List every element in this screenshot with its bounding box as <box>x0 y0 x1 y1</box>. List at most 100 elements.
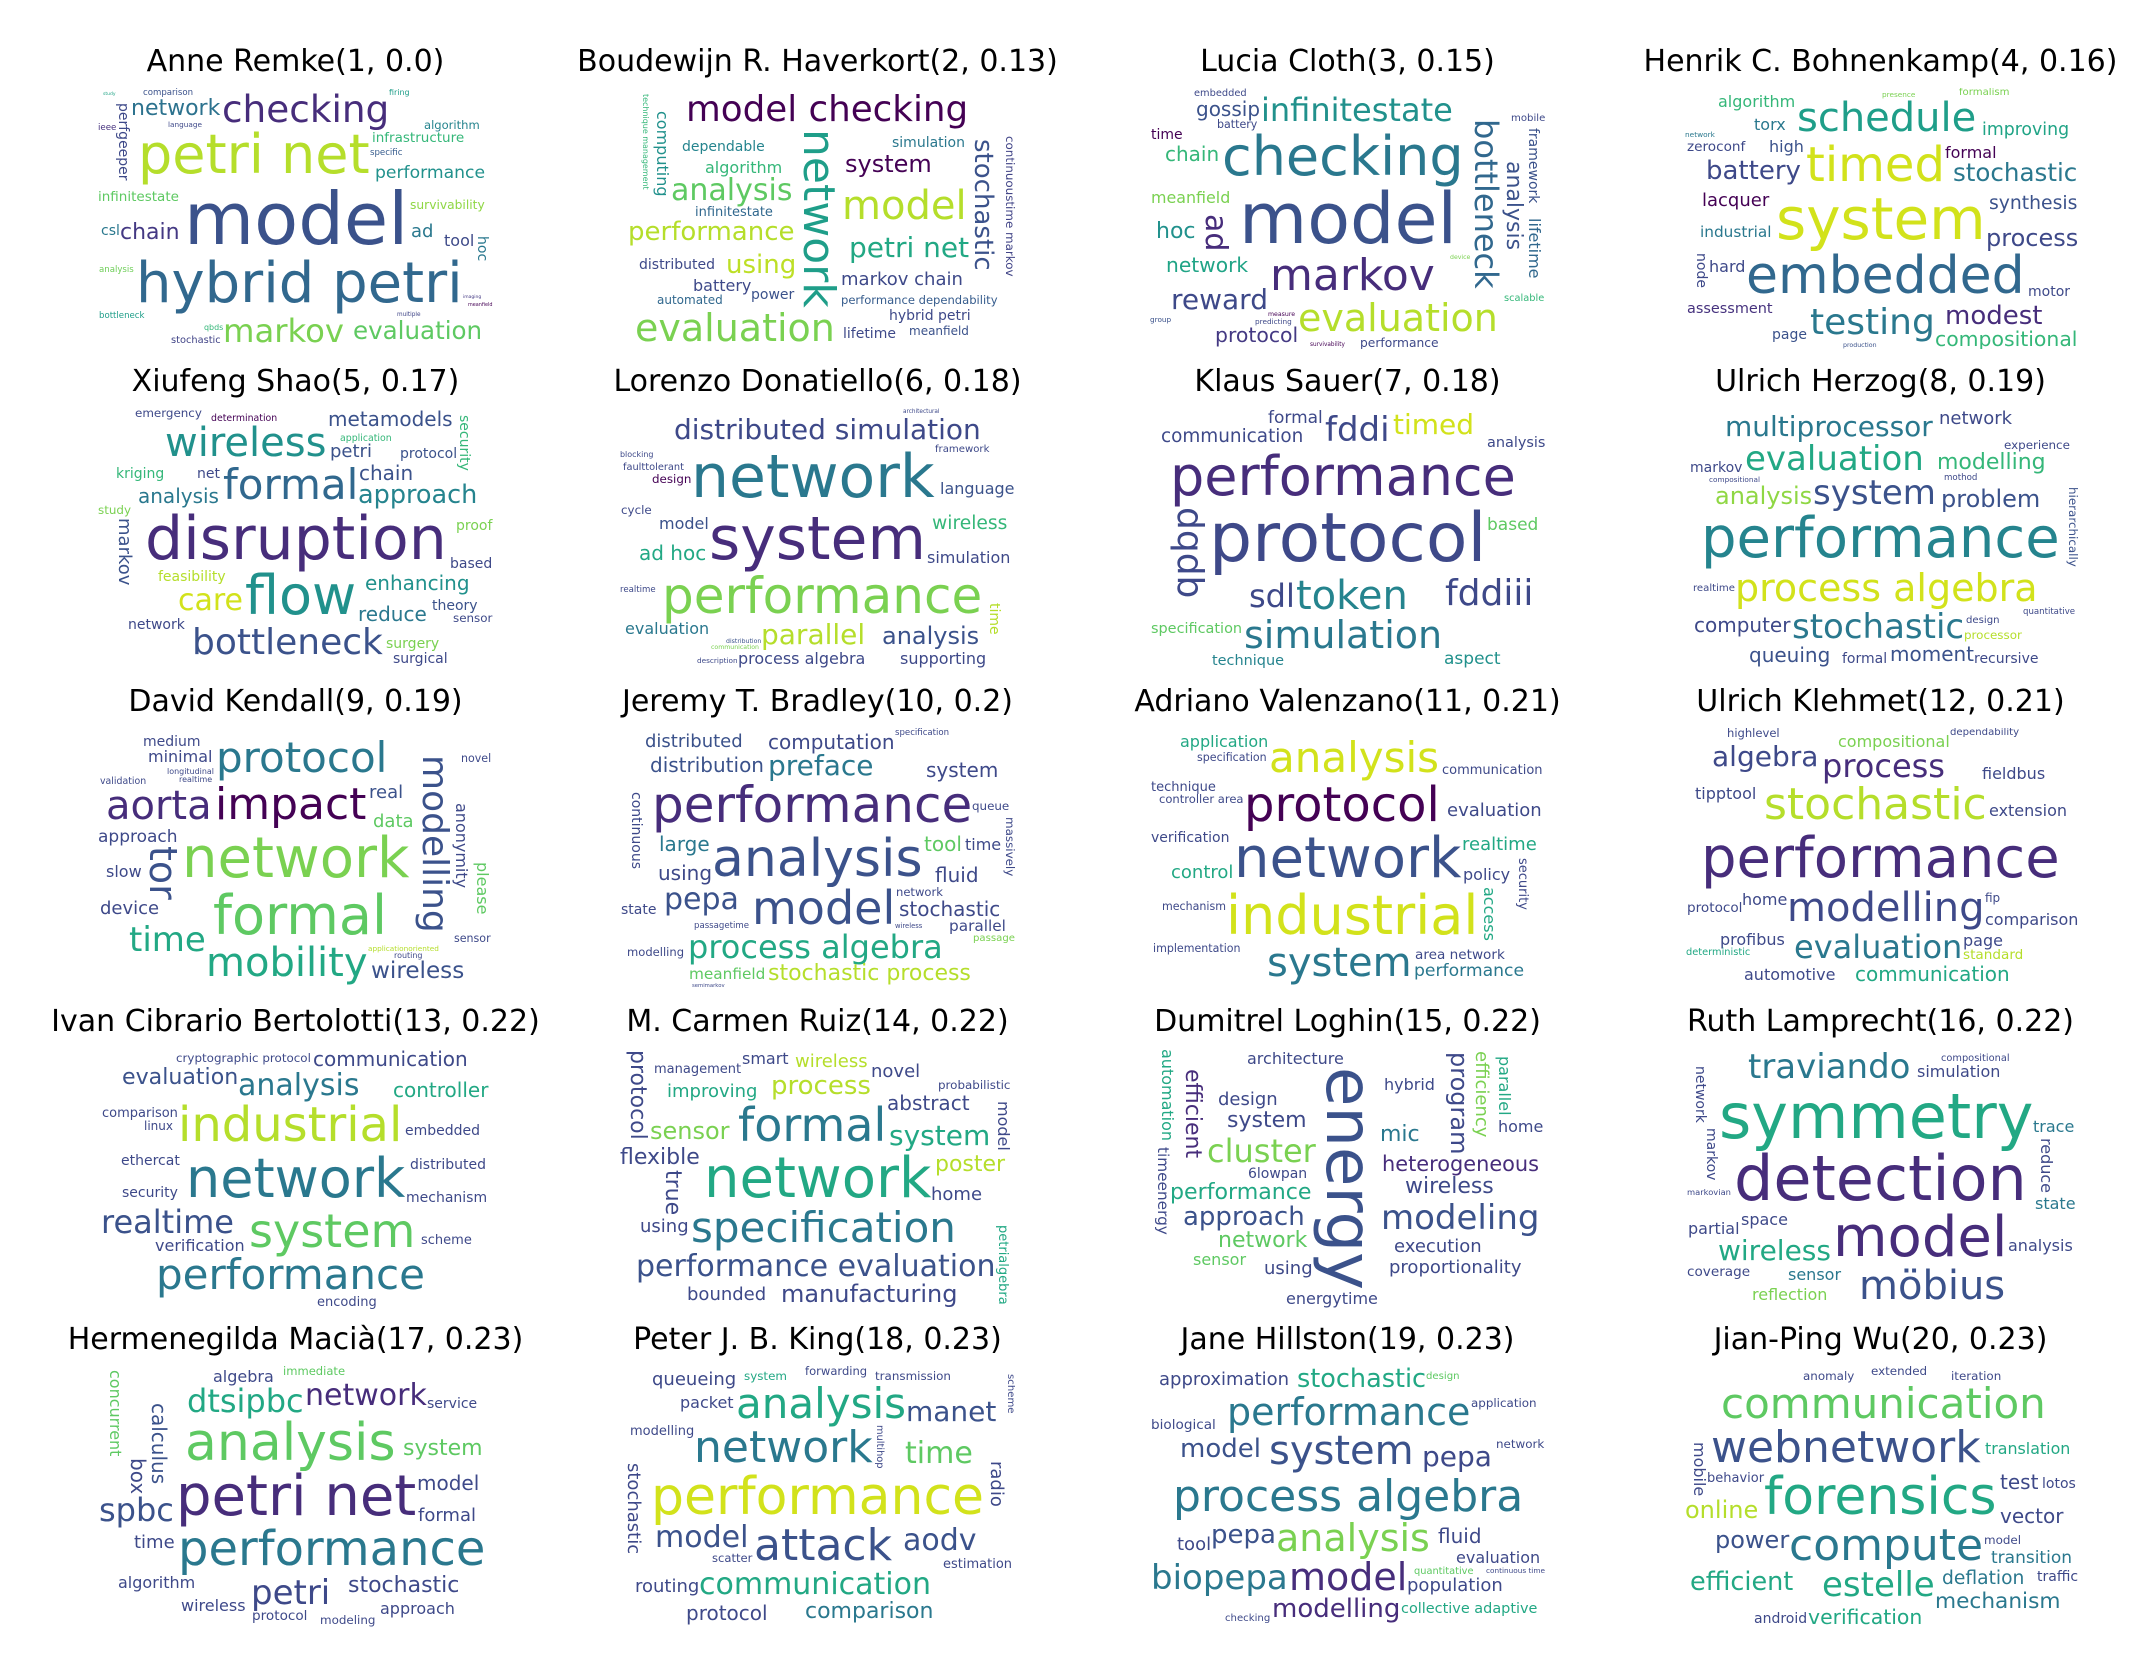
panel-title: David Kendall(9, 0.19) <box>128 684 463 719</box>
cloud-word: comparison <box>1985 910 2078 929</box>
cloud-word: estimation <box>943 1557 1013 1572</box>
cloud-word: control <box>1171 862 1234 883</box>
cloud-word: space <box>1741 1210 1788 1229</box>
cloud-word: realtime <box>179 775 213 784</box>
cloud-word: formal <box>1268 408 1323 428</box>
cloud-word: ad <box>411 221 434 242</box>
cloud-word: using <box>1264 1258 1313 1279</box>
wordcloud-panel: Adriano Valenzano(11, 0.21) network indust… <box>1134 684 1560 989</box>
cloud-word: theory <box>432 598 478 614</box>
cloud-word: analysis <box>99 265 134 275</box>
cloud-word: performance <box>652 776 973 834</box>
cloud-word: analysis <box>185 1413 396 1473</box>
word-cloud: network formal specification performance ev… <box>620 1048 1015 1309</box>
cloud-word: chain <box>359 461 414 485</box>
cloud-word: service <box>427 1396 478 1412</box>
cloud-word: study <box>98 503 131 517</box>
cloud-word: presence <box>1882 90 1916 99</box>
cloud-word: population <box>1407 1575 1503 1596</box>
cloud-word: evaluation <box>1298 296 1498 340</box>
panel-title: Jeremy T. Bradley(10, 0.2) <box>621 684 1014 719</box>
cloud-word: modest <box>1945 301 2043 331</box>
cloud-word: design <box>1218 1089 1278 1110</box>
cloud-word: analysis <box>736 1379 907 1428</box>
cloud-word: sensor <box>1788 1265 1842 1284</box>
cloud-word: real <box>369 782 404 803</box>
cloud-word: algebra <box>1712 740 1819 773</box>
cloud-word: sensor <box>453 611 493 625</box>
cloud-word: application <box>340 433 392 444</box>
cloud-word: assessment <box>1687 301 1773 317</box>
cloud-word: approach <box>358 480 478 510</box>
cloud-word: computation <box>768 730 895 754</box>
cloud-word: wireless <box>1405 1174 1494 1199</box>
cloud-word: novel <box>871 1061 921 1082</box>
cloud-word: markov <box>223 312 344 349</box>
cloud-word: formal <box>213 884 387 947</box>
cloud-word: modeling <box>320 1613 376 1627</box>
cloud-word: reflection <box>1752 1285 1828 1304</box>
cloud-word: model <box>1984 1533 2022 1547</box>
cloud-word: infinitestate <box>98 189 179 205</box>
word-cloud: energy performance heterogeneous modeling cl… <box>1150 1048 1545 1309</box>
cloud-word: net <box>197 466 220 482</box>
cloud-word: surgery <box>386 636 440 652</box>
cloud-word: lifetime <box>1525 218 1544 279</box>
cloud-word: lacquer <box>1702 190 1770 211</box>
cloud-word: battery <box>1706 156 1801 186</box>
cloud-word: passagetime <box>694 921 749 931</box>
cloud-word: pepa <box>1422 1440 1492 1473</box>
cloud-word: approach <box>1183 1202 1305 1232</box>
cloud-word: extension <box>1989 801 2067 820</box>
cloud-word: system <box>889 1119 991 1152</box>
cloud-word: model <box>994 1101 1013 1151</box>
cloud-word: fddi <box>1325 410 1390 450</box>
word-cloud: performance stochastic modelling evaluation… <box>1683 728 2078 989</box>
cloud-word: forwarding <box>805 1366 868 1378</box>
cloud-word: collective adaptive <box>1401 1601 1538 1617</box>
wordcloud-panel: Henrik C. Bohnenkamp(4, 0.16) system embed… <box>1644 44 2118 349</box>
cloud-word: network <box>1218 1228 1308 1253</box>
cloud-word: sensor <box>454 932 491 945</box>
cloud-word: predicting <box>1255 317 1292 326</box>
cloud-word: modelling <box>1272 1594 1401 1624</box>
cloud-word: controller area <box>1159 792 1244 806</box>
cloud-word: queue <box>972 799 1010 813</box>
cloud-word: feasibility <box>158 569 226 585</box>
cloud-word: translation <box>1985 1439 2071 1458</box>
word-cloud: protocol performance token simulation fddiii… <box>1150 408 1545 669</box>
cloud-word: performance dependability <box>841 293 998 307</box>
cloud-word: language <box>940 479 1015 498</box>
cloud-word: protocol <box>400 446 458 462</box>
cloud-word: formal <box>1945 143 1997 162</box>
cloud-word: system <box>1269 1428 1414 1474</box>
wordcloud-panel: Klaus Sauer(7, 0.18) protocol performance t… <box>1150 364 1545 669</box>
cloud-word: parallel <box>949 917 1006 935</box>
cloud-word: biological <box>1151 1417 1216 1433</box>
cloud-word: high <box>1769 137 1804 156</box>
cloud-word: wireless <box>165 420 327 466</box>
cloud-word: continuoustime markov <box>1003 136 1015 277</box>
cloud-word: description <box>697 656 738 665</box>
cloud-word: supporting <box>900 649 987 668</box>
cloud-word: model <box>752 881 896 935</box>
word-cloud: analysis performance model process algebra p… <box>620 728 1015 989</box>
cloud-word: reduce <box>358 602 427 626</box>
wordcloud-panel: Lorenzo Donatiello(6, 0.18) system network… <box>613 364 1021 669</box>
cloud-word: system <box>926 758 999 782</box>
cloud-word: scalable <box>1504 293 1545 304</box>
cloud-word: anonymity <box>452 803 471 889</box>
cloud-word: box <box>126 1458 150 1495</box>
cloud-word: queueing <box>652 1369 737 1390</box>
cloud-word: system <box>1776 185 1986 253</box>
cloud-word: approach <box>380 1599 455 1618</box>
cloud-word: time <box>986 603 1002 635</box>
cloud-word: zeroconf <box>1687 139 1746 155</box>
cloud-word: petri net <box>849 231 970 264</box>
cloud-word: routing <box>635 1576 700 1597</box>
cloud-word: recursive <box>1974 651 2039 667</box>
cloud-word: moment <box>1890 642 1975 666</box>
cloud-word: timeenergy <box>1154 1147 1172 1235</box>
cloud-word: fluid <box>1438 1524 1482 1548</box>
cloud-word: based <box>450 556 493 572</box>
